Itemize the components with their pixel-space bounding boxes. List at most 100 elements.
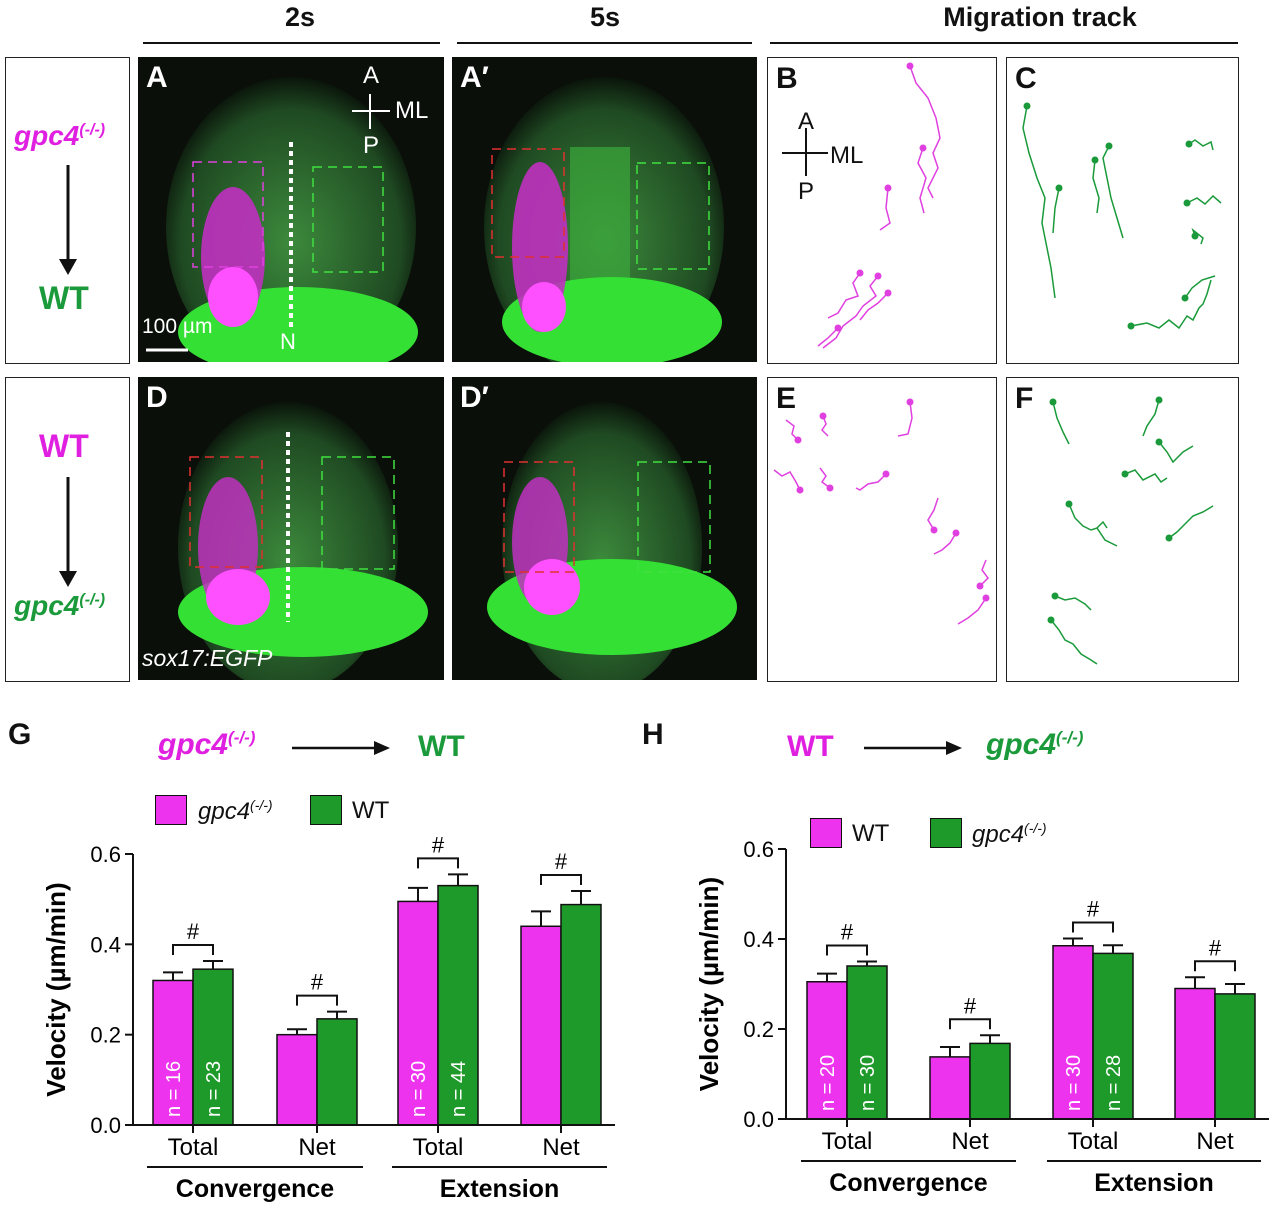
track-panel-b: B A ML P xyxy=(767,57,997,364)
chart-h-bar xyxy=(929,1056,971,1120)
chart-h-y-tick-label: 0.2 xyxy=(743,1017,774,1042)
chart-h-bar xyxy=(1214,993,1256,1120)
panel-g-legend-swatch-2 xyxy=(310,795,342,825)
scale-bar-label: 100 µm xyxy=(142,315,213,338)
chart-h-group-label: Extension xyxy=(1094,1169,1213,1197)
chart-g-n-label: n = 44 xyxy=(448,1061,470,1117)
chart-g-y-tick-label: 0.2 xyxy=(90,1023,121,1048)
chart-g: 0.0 0.2 0.4 0.6 Velocity (µm/min) n = 16 n = 2… xyxy=(41,832,615,1203)
row2-host-label: gpc4(-/-) xyxy=(14,590,106,621)
panel-h-title-host: gpc4(-/-) xyxy=(986,728,1084,761)
chart-g-group-label: Convergence xyxy=(176,1175,334,1203)
panel-g-legend-label-2: WT xyxy=(352,797,390,824)
chart-g-sig-bracket xyxy=(296,994,338,1006)
track-panel-e: E xyxy=(767,377,997,682)
panel-label-d-prime: D′ xyxy=(460,381,489,414)
chart-g-y-tick-label: 0.4 xyxy=(90,932,121,957)
chart-h-y-axis-label: Velocity (µm/min) xyxy=(694,877,724,1091)
panel-label-f: F xyxy=(1015,382,1034,415)
chart-h-sig-mark: # xyxy=(964,993,977,1018)
row1-transplant-box: gpc4(-/-) WT xyxy=(5,57,130,364)
chart-g-y-tick-label: 0.0 xyxy=(90,1113,121,1138)
header-2s: 2s xyxy=(284,2,316,32)
micrograph-d: D sox17:EGFP xyxy=(138,377,444,680)
panel-h-legend-label-2: gpc4(-/-) xyxy=(972,820,1047,848)
track-panel-f: F xyxy=(1006,377,1239,682)
micrograph-a-prime: A′ xyxy=(452,57,757,362)
track-axis-ml: ML xyxy=(830,142,864,169)
chart-g-y-tick-label: 0.6 xyxy=(90,842,121,867)
panel-g-title-donor: gpc4(-/-) xyxy=(158,728,256,761)
chart-h-y-tick-label: 0.6 xyxy=(743,837,774,862)
panel-g-arrow-icon xyxy=(292,741,390,755)
notochord-label: N xyxy=(280,329,296,354)
header-migration-track: Migration track xyxy=(943,2,1137,32)
chart-h-sig-mark: # xyxy=(1209,935,1222,960)
row2-donor-label: WT xyxy=(39,428,89,464)
chart-h-x-tick-label: Net xyxy=(1196,1128,1234,1155)
panel-label-a: A xyxy=(146,61,168,94)
panel-g-legend-swatch-1 xyxy=(155,795,187,825)
chart-h-sig-bracket xyxy=(826,944,868,956)
row1-arrow-icon xyxy=(59,165,77,275)
panel-label-a-prime: A′ xyxy=(460,61,489,94)
panel-label-c: C xyxy=(1015,62,1037,95)
chart-g-n-label: n = 16 xyxy=(163,1061,185,1117)
chart-g-x-tick-label: Net xyxy=(298,1134,336,1161)
panel-g-title-host: WT xyxy=(418,730,465,763)
chart-g-group-label: Extension xyxy=(440,1175,559,1203)
chart-h-x-tick-label: Total xyxy=(1068,1128,1119,1155)
row1-host-label: WT xyxy=(39,280,89,316)
chart-h-sig-bracket xyxy=(1194,960,1236,972)
panel-label-b: B xyxy=(776,62,798,95)
chart-g-bar xyxy=(152,979,194,1126)
chart-h-sig-bracket xyxy=(1072,921,1114,933)
track-axis-p: P xyxy=(798,178,815,205)
chart-g-sig-mark: # xyxy=(432,832,445,857)
header-5s: 5s xyxy=(589,2,621,32)
chart-g-bar xyxy=(520,925,562,1126)
panel-label-g: G xyxy=(8,718,32,751)
chart-h-y-tick-label: 0.4 xyxy=(743,927,774,952)
row1-donor-label: gpc4(-/-) xyxy=(14,120,106,151)
panel-h-arrow-icon xyxy=(864,741,962,755)
chart-h-bar xyxy=(1174,987,1216,1120)
panel-g-legend-label-1: gpc4(-/-) xyxy=(198,797,273,825)
row2-arrow-icon xyxy=(59,477,77,587)
header-rule-5s xyxy=(457,42,752,44)
micrograph-a: A A ML P 100 µm N xyxy=(138,57,444,362)
chart-g-bar xyxy=(560,903,602,1126)
axis-label-a: A xyxy=(363,62,380,89)
chart-h-x-tick-label: Total xyxy=(822,1128,873,1155)
axis-label-ml: ML xyxy=(395,97,429,124)
chart-g-x-tick-label: Total xyxy=(168,1134,219,1161)
chart-h-n-label: n = 20 xyxy=(817,1055,839,1111)
chart-h-x-tick-label: Net xyxy=(951,1128,989,1155)
chart-g-x-tick-label: Total xyxy=(413,1134,464,1161)
chart-h-y-tick-label: 0.0 xyxy=(743,1107,774,1132)
axis-label-p: P xyxy=(363,132,380,159)
chart-g-sig-mark: # xyxy=(187,919,200,944)
chart-h-sig-mark: # xyxy=(841,920,854,945)
chart-g-sig-bracket xyxy=(540,874,582,886)
chart-g-y-axis-label: Velocity (µm/min) xyxy=(41,882,71,1096)
panel-label-h: H xyxy=(642,718,664,751)
panel-h-legend-swatch-1 xyxy=(810,818,842,848)
chart-g-sig-mark: # xyxy=(555,849,568,874)
panel-h-legend-swatch-2 xyxy=(930,818,962,848)
chart-g-bar xyxy=(316,1018,358,1126)
chart-h-bar xyxy=(1092,952,1134,1120)
chart-g-x-tick-label: Net xyxy=(542,1134,580,1161)
chart-h-bar xyxy=(969,1042,1011,1120)
chart-h-bar xyxy=(846,965,888,1120)
row2-transplant-box: WT gpc4(-/-) xyxy=(5,377,130,682)
chart-g-n-label: n = 23 xyxy=(203,1061,225,1117)
chart-h-n-label: n = 30 xyxy=(1063,1055,1085,1111)
panel-h-title-donor: WT xyxy=(787,730,834,763)
chart-h-n-label: n = 28 xyxy=(1103,1055,1125,1111)
chart-g-sig-mark: # xyxy=(311,970,324,995)
chart-g-bar xyxy=(276,1033,318,1126)
transgene-label: sox17:EGFP xyxy=(142,645,273,671)
chart-h-sig-mark: # xyxy=(1087,897,1100,922)
track-axis-a: A xyxy=(798,108,815,135)
